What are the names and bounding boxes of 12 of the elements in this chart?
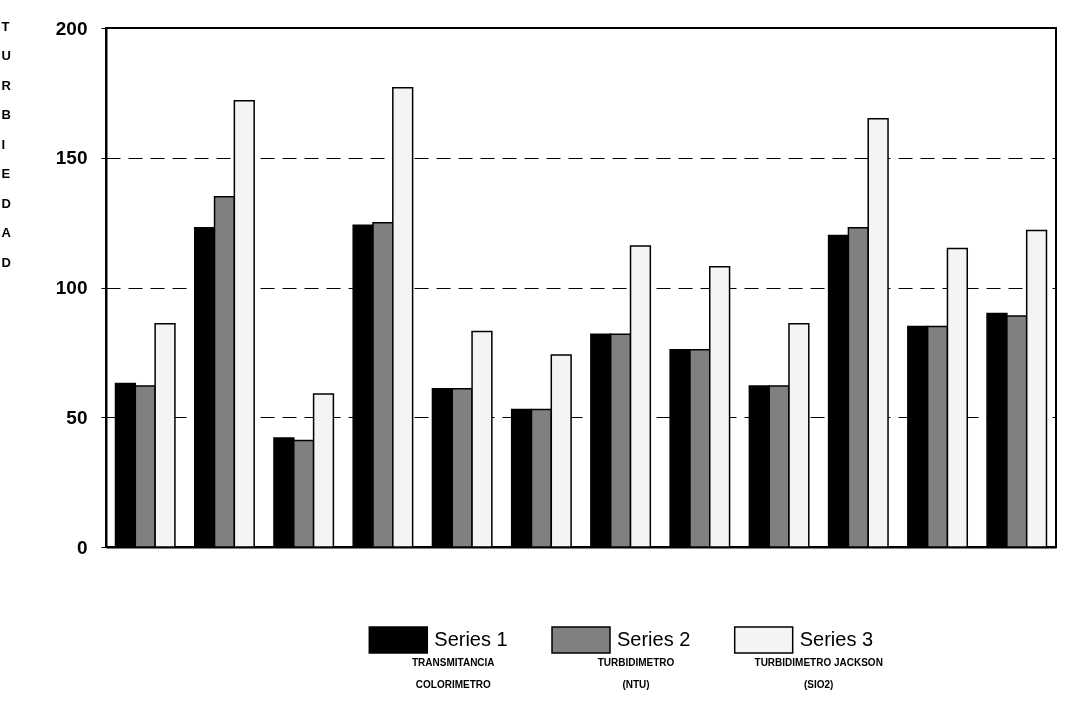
y-tick-label: 100 [55, 277, 88, 298]
legend-label: Series 1 [434, 628, 508, 650]
y-tick-label: 50 [66, 406, 88, 428]
text: TURBIEDAD [1, 18, 11, 270]
text: TURBIDIMETRO JACKSON (SIO2) [754, 657, 883, 690]
y-tick-label: 0 [76, 536, 88, 558]
text: TURBIDIMETRO (NTU) [597, 657, 675, 690]
y-tick-label: 150 [55, 147, 88, 169]
legend-label: Series 3 [799, 628, 874, 650]
text: TRANSMITANCIA COLORIMETRO [412, 657, 495, 690]
y-tick-label: 200 [55, 17, 88, 39]
legend-label: Series 2 [617, 628, 691, 650]
